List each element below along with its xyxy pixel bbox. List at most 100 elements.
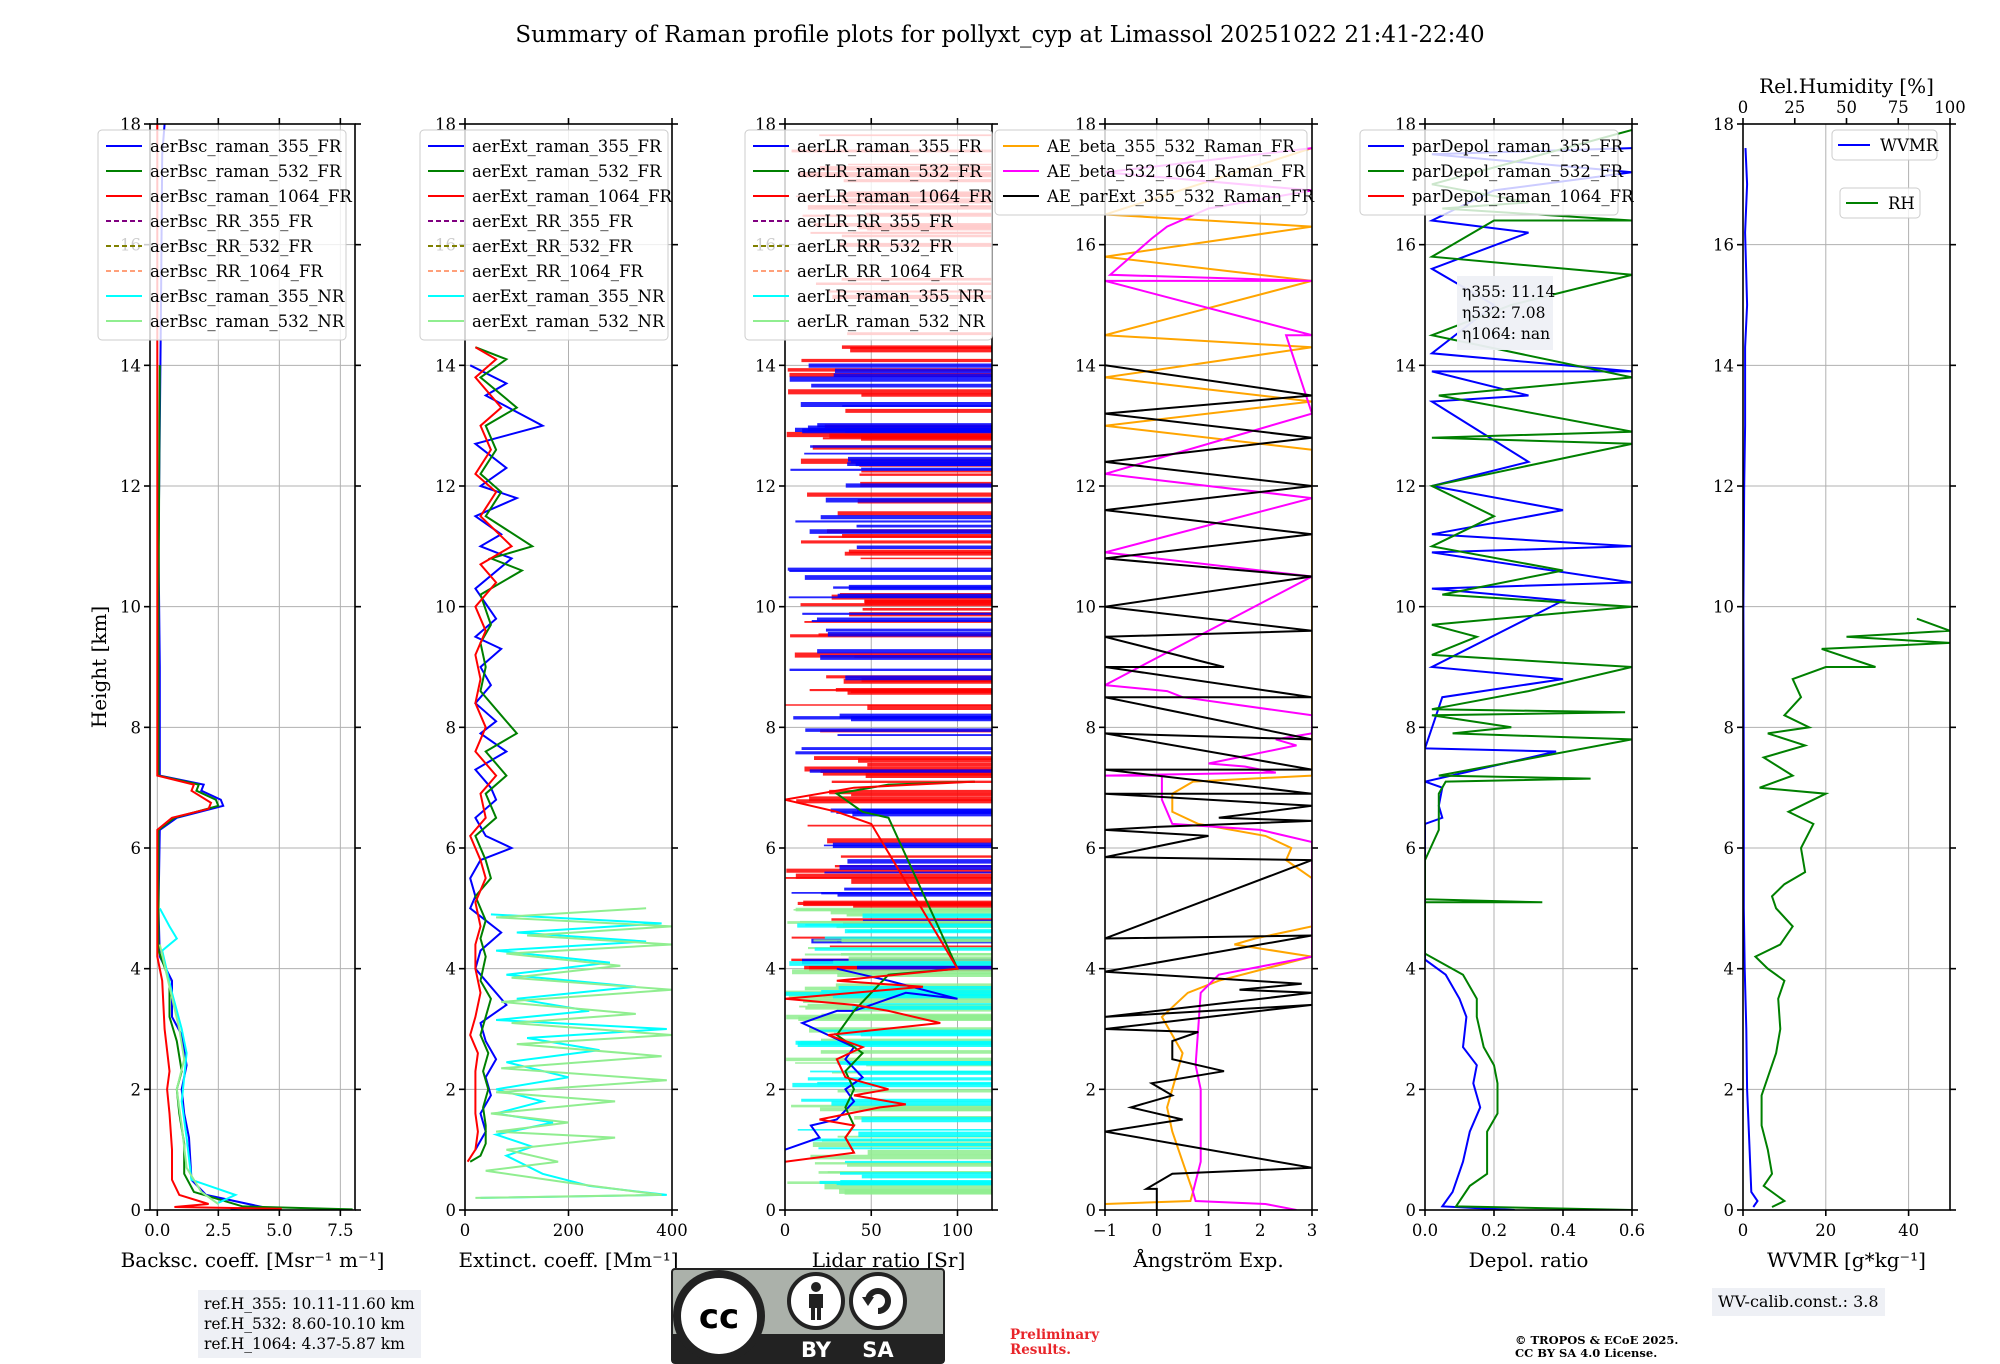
series-aerExt_raman_355_NR (480, 913, 667, 1199)
x-top-tick-label: 100 (1934, 98, 1966, 117)
axes-frame (1424, 123, 1633, 1211)
y-tick-label: 6 (1406, 839, 1417, 858)
y-tick-label: 4 (446, 960, 457, 979)
ref-height-1064: ref.H_1064: 4.37-5.87 km (204, 1335, 405, 1353)
eta-box-background (1457, 276, 1553, 350)
legend-entry-AE_beta_355_532_Raman_FR: AE_beta_355_532_Raman_FR (1046, 137, 1295, 156)
share-alike-arrowhead (862, 1297, 874, 1306)
legend-entry-aerExt_raman_532_FR: aerExt_raman_532_FR (472, 162, 662, 181)
y-tick-label: 14 (435, 356, 456, 375)
y-tick-label: 8 (131, 718, 142, 737)
x-tick-label: 0.4 (1550, 1221, 1576, 1240)
legend-entry-aerLR_raman_355_NR: aerLR_raman_355_NR (797, 287, 985, 306)
y-tick-label: 6 (766, 839, 777, 858)
x-tick-label: 5.0 (266, 1221, 292, 1240)
legend-frame (419, 129, 669, 341)
person-leg-left (811, 1308, 815, 1320)
copyright-note: © TROPOS & ECoE 2025. CC BY SA 4.0 Licen… (1515, 1334, 1678, 1360)
x-tick-label: 2 (1255, 1221, 1266, 1240)
eta-line: η355: 11.14 (1462, 283, 1556, 301)
legend-entry-aerBsc_raman_532_NR: aerBsc_raman_532_NR (150, 312, 345, 331)
y-tick-label: 2 (131, 1080, 142, 1099)
y-tick-label: 8 (1086, 718, 1097, 737)
legend: parDepol_raman_355_FR parDepol_raman_532_… (1359, 129, 1634, 216)
series-aerExt_raman_532_NR (475, 907, 672, 1199)
share-alike-icon (849, 1272, 907, 1330)
panel-extinction: 0246810121416180200400Extinct. coeff. [M… (419, 115, 688, 1272)
legend-frame (1839, 187, 1921, 219)
legend-entry-aerBsc_RR_355_FR: aerBsc_RR_355_FR (150, 212, 313, 231)
x-axis-label: Depol. ratio (1469, 1248, 1589, 1272)
by-label: BY (801, 1338, 832, 1362)
reference-height-box: ref.H_355: 10.11-11.60 km ref.H_532: 8.6… (198, 1290, 421, 1358)
x-tick-label: 0.6 (1619, 1221, 1645, 1240)
legend-entry-aerLR_raman_1064_FR: aerLR_raman_1064_FR (797, 187, 993, 206)
y-tick-label: 18 (755, 115, 776, 134)
y-tick-label: 12 (1075, 477, 1096, 496)
y-tick-label: 18 (1075, 115, 1096, 134)
series-parDepol_raman_532_FR (1425, 129, 1632, 1210)
legend: aerExt_raman_355_FR aerExt_raman_532_FRae… (419, 129, 672, 341)
cc-label: cc (699, 1297, 739, 1337)
legend-entry-aerBsc_RR_1064_FR: aerBsc_RR_1064_FR (150, 262, 323, 281)
legend: aerLR_raman_355_FR aerLR_raman_532_FR aerL… (744, 129, 993, 341)
x-tick-label: −1 (1093, 1221, 1117, 1240)
y-tick-label: 0 (131, 1201, 142, 1220)
x-axis-label: Extinct. coeff. [Mm⁻¹] (458, 1248, 678, 1272)
y-tick-label: 2 (766, 1080, 777, 1099)
share-alike-arrow (865, 1288, 891, 1314)
series-aerBsc_raman_532_FR (157, 365, 353, 1210)
y-tick-label: 0 (766, 1201, 777, 1220)
y-tick-label: 8 (1406, 718, 1417, 737)
y-tick-label: 4 (766, 960, 777, 979)
wv-calibration-box: WV-calib.const.: 3.8 (1712, 1288, 1885, 1316)
x-top-tick-label: 75 (1888, 98, 1909, 117)
copyright-line-1: © TROPOS & ECoE 2025. (1515, 1333, 1679, 1347)
series-aerBsc_raman_1064_FR (156, 124, 282, 1210)
legend-entry-aerBsc_raman_1064_FR: aerBsc_raman_1064_FR (150, 187, 352, 206)
x-axis-label: WVMR [g*kg⁻¹] (1767, 1248, 1926, 1272)
legend-entry-aerExt_raman_355_FR: aerExt_raman_355_FR (472, 137, 662, 156)
y-tick-label: 10 (1395, 598, 1416, 617)
legend-entry-aerExt_raman_355_NR: aerExt_raman_355_NR (472, 287, 665, 306)
x-tick-label: 40 (1898, 1221, 1919, 1240)
y-tick-label: 12 (1395, 477, 1416, 496)
y-tick-label: 12 (120, 477, 141, 496)
series-RH (1753, 617, 1950, 1208)
panel-depol: 0 2 4 6 8 10 12 14 16 18 0.0 0.2 0.4 0.6 Depol. ratio p… (1359, 115, 1645, 1272)
series-aerExt_raman_1064_FR (466, 346, 514, 1163)
preliminary-line-1: Preliminary (1010, 1327, 1100, 1343)
y-tick-label: 18 (1395, 115, 1416, 134)
y-tick-label: 16 (1075, 236, 1096, 255)
y-tick-label: 0 (1086, 1201, 1097, 1220)
data-layer (466, 346, 672, 1199)
y-tick-label: 18 (120, 115, 141, 134)
y-tick-label: 0 (1406, 1201, 1417, 1220)
legend-entry-AE_beta_532_1064_Raman_FR: AE_beta_532_1064_Raman_FR (1046, 162, 1306, 181)
y-tick-label: 10 (755, 598, 776, 617)
series-AE_beta_532_1064_Raman_FR (1105, 147, 1312, 1210)
y-tick-label: 6 (1724, 839, 1735, 858)
y-tick-label: 4 (1086, 960, 1097, 979)
legend: WVMR RH (1831, 129, 1939, 219)
x-top-tick-label: 25 (1784, 98, 1805, 117)
legend-entry-aerBsc_RR_532_FR: aerBsc_RR_532_FR (150, 237, 313, 256)
x-tick-label: 3 (1307, 1221, 1318, 1240)
legend-entry-RH: RH (1888, 194, 1915, 213)
y-tick-label: 6 (446, 839, 457, 858)
y-tick-label: 16 (1395, 236, 1416, 255)
legend-entry-aerLR_RR_532_FR: aerLR_RR_532_FR (797, 237, 953, 256)
y-tick-label: 14 (1713, 356, 1734, 375)
y-tick-label: 2 (1406, 1080, 1417, 1099)
y-tick-label: 10 (1713, 598, 1734, 617)
x-tick-label: 0 (780, 1221, 791, 1240)
x-tick-label: 0 (1738, 1221, 1749, 1240)
legend-frame (1359, 129, 1619, 216)
y-tick-label: 18 (1713, 115, 1734, 134)
legend-entry-aerLR_raman_532_NR: aerLR_raman_532_NR (797, 312, 985, 331)
legend-entry-aerExt_raman_532_NR: aerExt_raman_532_NR (472, 312, 665, 331)
y-tick-label: 2 (446, 1080, 457, 1099)
legend-entry-parDepol_raman_1064_FR: parDepol_raman_1064_FR (1412, 187, 1634, 206)
cc-by-sa-license-badge[interactable]: cc BY SA (671, 1268, 945, 1364)
